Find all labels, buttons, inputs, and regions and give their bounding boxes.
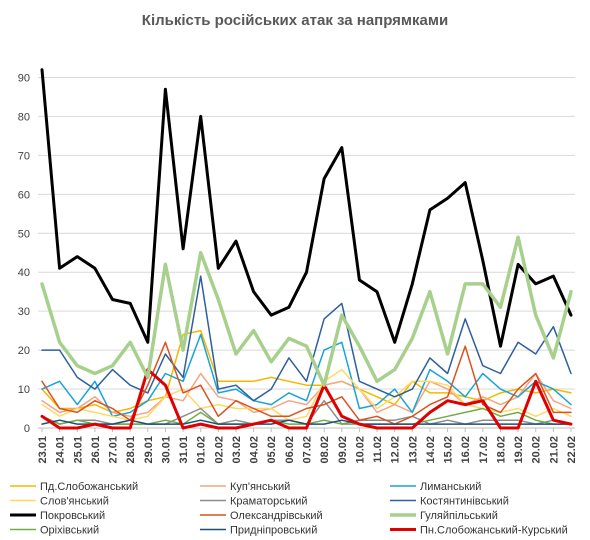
legend-label: Лиманський — [420, 481, 481, 493]
x-tick-label: 27.01 — [108, 436, 120, 464]
x-tick-label: 30.01 — [160, 436, 172, 464]
y-tick-label: 70 — [18, 150, 30, 162]
x-tick-label: 03.02 — [231, 436, 243, 464]
y-tick-label: 20 — [18, 345, 30, 357]
legend-label: Слов'янський — [40, 496, 109, 508]
y-tick-label: 90 — [18, 72, 30, 84]
x-tick-label: 26.01 — [90, 436, 102, 464]
x-tick-label: 08.02 — [319, 436, 331, 464]
x-tick-label: 22.02 — [566, 436, 578, 464]
legend-label: Краматорський — [230, 496, 308, 508]
x-tick-label: 24.01 — [55, 436, 67, 464]
x-tick-label: 09.02 — [337, 436, 349, 464]
y-tick-label: 30 — [18, 306, 30, 318]
legend-label: Пд.Слобожанський — [40, 481, 138, 493]
x-tick-label: 06.02 — [284, 436, 296, 464]
legend-label: Куп'янський — [230, 481, 290, 493]
x-tick-label: 25.01 — [72, 436, 84, 464]
x-tick-label: 18.02 — [495, 436, 507, 464]
x-tick-label: 23.01 — [37, 436, 49, 464]
x-tick-label: 19.02 — [513, 436, 525, 464]
x-tick-label: 07.02 — [302, 436, 314, 464]
x-tick-label: 28.01 — [125, 436, 137, 464]
legend-label: Гуляйпільський — [420, 510, 498, 522]
chart-title: Кількість російських атак за напрямками — [141, 12, 449, 29]
x-tick-label: 14.02 — [425, 436, 437, 464]
x-tick-label: 29.01 — [143, 436, 155, 464]
series-line-3 — [41, 333, 572, 418]
x-tick-label: 20.02 — [531, 436, 543, 464]
legend-label: Пн.Слобожанський-Курський — [420, 525, 568, 537]
y-tick-label: 60 — [18, 189, 30, 201]
legend-label: Придніпровський — [230, 525, 317, 537]
y-tick-label: 10 — [18, 384, 30, 396]
x-tick-label: 21.02 — [548, 436, 560, 464]
x-tick-label: 13.02 — [407, 436, 419, 464]
series-line-7 — [40, 68, 573, 348]
series-line-6 — [41, 275, 572, 402]
legend-label: Покровський — [40, 510, 105, 522]
series-line-9 — [40, 235, 573, 387]
legend-label: Оріхівський — [40, 525, 99, 537]
x-tick-label: 31.01 — [178, 436, 190, 464]
x-tick-label: 05.02 — [266, 436, 278, 464]
x-tick-label: 01.02 — [196, 436, 208, 464]
x-tick-label: 16.02 — [460, 436, 472, 464]
legend-label: Костянтинівський — [420, 496, 509, 508]
x-tick-label: 11.02 — [372, 436, 384, 463]
y-tick-label: 0 — [24, 423, 30, 435]
legend-label: Олександрівський — [230, 510, 323, 522]
y-tick-label: 40 — [18, 267, 30, 279]
x-tick-label: 15.02 — [443, 436, 455, 464]
series-line-2 — [41, 372, 572, 418]
x-tick-label: 12.02 — [390, 436, 402, 464]
x-tick-label: 02.02 — [213, 436, 225, 464]
x-tick-label: 04.02 — [249, 436, 261, 464]
x-tick-label: 17.02 — [478, 436, 490, 464]
x-tick-label: 10.02 — [354, 436, 366, 464]
y-tick-label: 80 — [18, 111, 30, 123]
series-line-12 — [40, 368, 573, 430]
y-tick-label: 50 — [18, 228, 30, 240]
